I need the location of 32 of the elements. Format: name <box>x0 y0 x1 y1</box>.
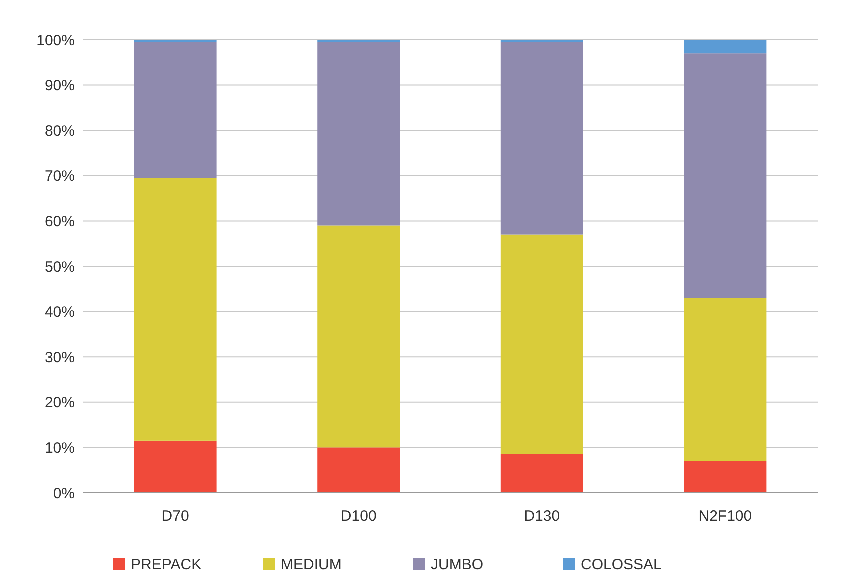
y-tick-label: 100% <box>36 32 75 50</box>
bar <box>500 42 584 235</box>
bar <box>318 226 400 448</box>
bar <box>684 54 767 298</box>
y-tick-label: 10% <box>44 440 75 457</box>
bar <box>684 40 767 54</box>
bar <box>684 298 767 462</box>
y-tick-label: 50% <box>44 258 75 276</box>
y-tick-label: 70% <box>44 168 75 186</box>
bar <box>134 440 217 493</box>
y-tick-label: 20% <box>44 394 75 412</box>
y-tick-label: 80% <box>44 122 75 140</box>
bar <box>134 178 217 441</box>
legend-label: PREPACK <box>131 556 202 574</box>
x-tick-label: D130 <box>524 508 560 525</box>
bar <box>684 461 767 493</box>
bar <box>500 234 584 454</box>
legend-label: JUMBO <box>431 556 484 574</box>
legend-label: COLOSSAL <box>581 556 662 574</box>
bar <box>134 42 217 178</box>
y-tick-label: 30% <box>44 349 75 366</box>
y-tick-label: 60% <box>44 213 75 230</box>
y-tick-label: 0% <box>53 485 75 502</box>
y-tick-label: 40% <box>44 304 75 322</box>
x-tick-label: D70 <box>162 508 190 525</box>
x-tick-label: D100 <box>340 508 377 525</box>
x-tick-label: N2F100 <box>698 508 752 525</box>
bar <box>318 42 400 226</box>
bar <box>500 454 584 493</box>
y-tick-label: 90% <box>44 78 75 95</box>
bar <box>318 448 400 493</box>
legend-label: MEDIUM <box>281 556 342 574</box>
